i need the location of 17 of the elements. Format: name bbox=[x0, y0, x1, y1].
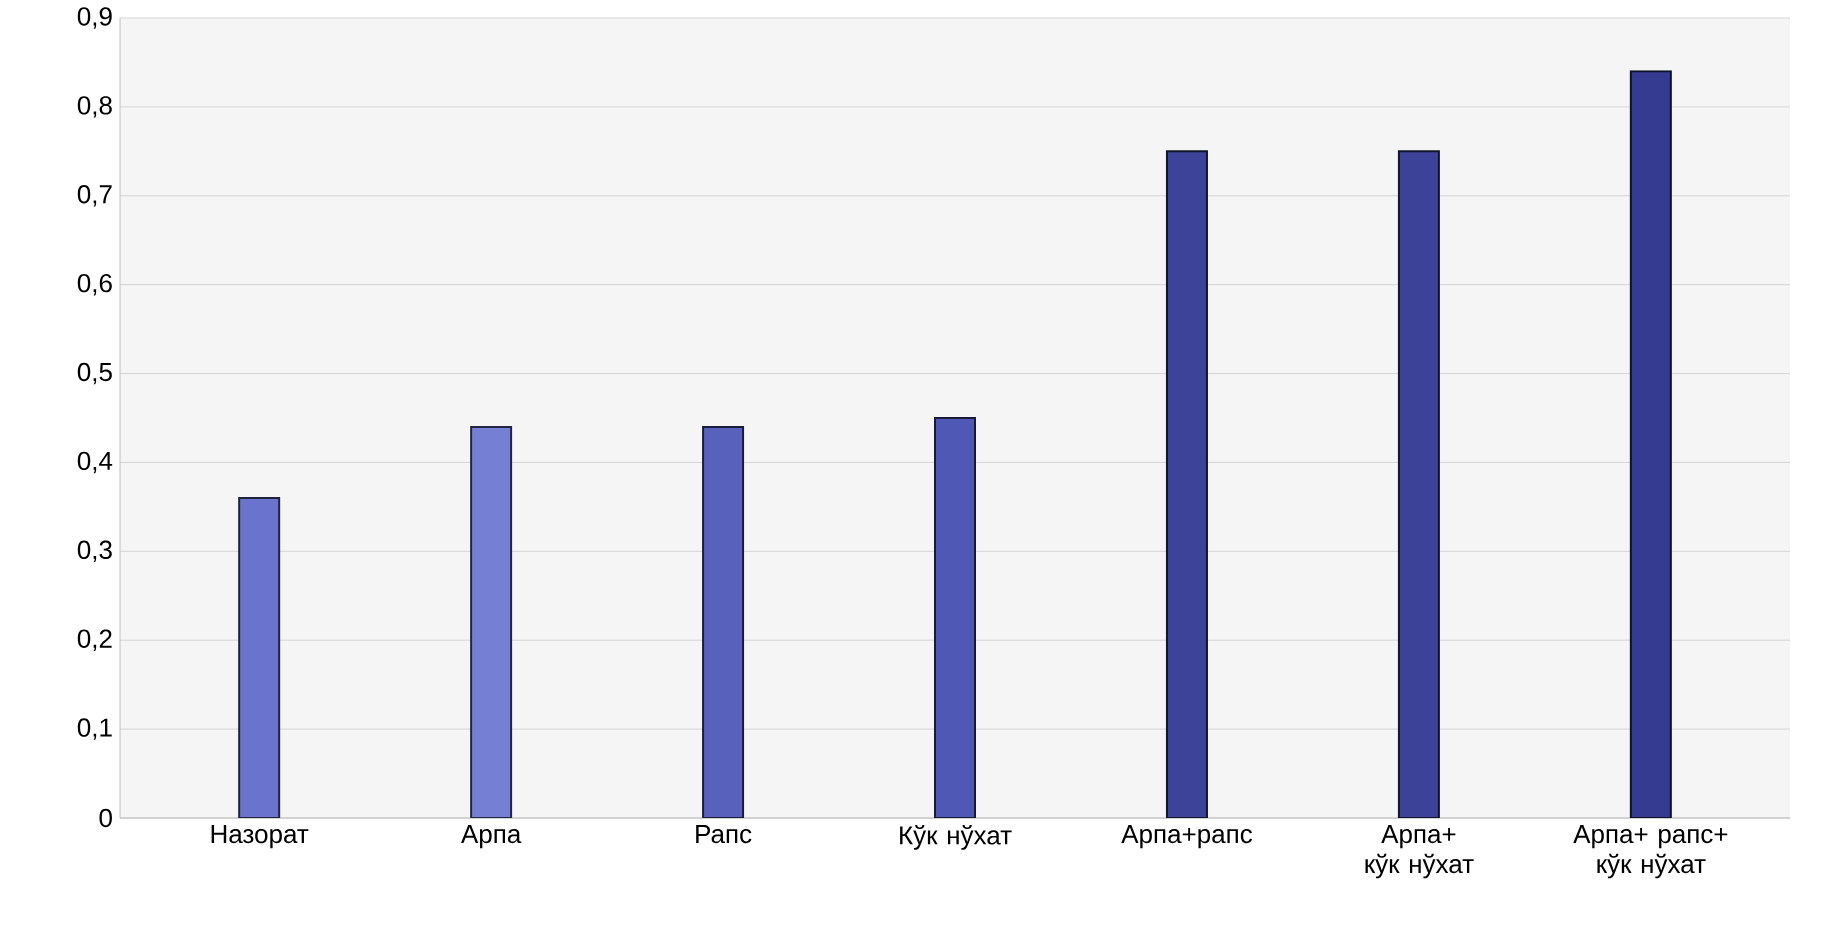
y-tick-label: 0,4 bbox=[77, 451, 113, 474]
y-tick-label: 0,8 bbox=[77, 96, 112, 118]
x-tick-label: Кўк нўхат bbox=[900, 825, 1012, 850]
y-tick-label: 0,5 bbox=[77, 362, 112, 385]
x-tick-label: Назорат bbox=[211, 825, 309, 849]
x-tick-label: Арпа+ кўк нўхат bbox=[1365, 825, 1474, 879]
y-tick-label: 0,3 bbox=[77, 540, 112, 563]
y-tick-label: 0 bbox=[99, 808, 112, 828]
y-tick-label: 0,9 bbox=[77, 7, 112, 29]
x-tick-label: Арпа bbox=[461, 825, 522, 849]
x-tick-label: Арпа+рапс bbox=[1121, 825, 1253, 849]
x-tick-label: Арпа+ рапс+ кўк нўхат bbox=[1573, 825, 1728, 879]
y-tick-label: 0,7 bbox=[77, 185, 112, 207]
x-tick-label: Рапс bbox=[696, 825, 752, 844]
y-tick-label: 0,2 bbox=[77, 629, 112, 651]
y-tick-label: 0,6 bbox=[77, 273, 112, 296]
y-tick-label: 0,1 bbox=[77, 718, 112, 740]
